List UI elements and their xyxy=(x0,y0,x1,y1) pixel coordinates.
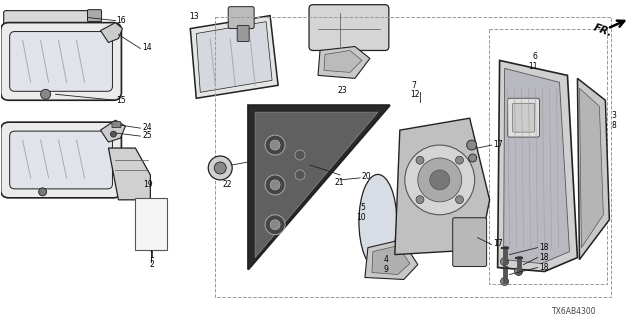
Polygon shape xyxy=(100,23,122,43)
Bar xyxy=(489,29,607,284)
Circle shape xyxy=(270,220,280,230)
FancyBboxPatch shape xyxy=(112,122,121,128)
Circle shape xyxy=(468,154,477,162)
Circle shape xyxy=(270,140,280,150)
FancyBboxPatch shape xyxy=(513,103,534,132)
Text: 22: 22 xyxy=(222,180,232,189)
Circle shape xyxy=(430,170,450,190)
Polygon shape xyxy=(248,105,390,269)
Text: 2: 2 xyxy=(149,260,154,269)
Polygon shape xyxy=(100,120,125,142)
Text: 11: 11 xyxy=(529,62,538,71)
Polygon shape xyxy=(498,60,577,271)
Text: 23: 23 xyxy=(338,86,348,95)
Circle shape xyxy=(208,156,232,180)
Polygon shape xyxy=(504,68,570,264)
FancyBboxPatch shape xyxy=(237,26,249,42)
Text: 1: 1 xyxy=(149,251,154,260)
Circle shape xyxy=(500,258,509,266)
Text: 18: 18 xyxy=(540,243,549,252)
FancyBboxPatch shape xyxy=(309,5,389,51)
Text: 18: 18 xyxy=(540,253,549,262)
Circle shape xyxy=(40,89,51,99)
Circle shape xyxy=(265,175,285,195)
Text: 3: 3 xyxy=(611,111,616,120)
Text: 17: 17 xyxy=(493,239,503,248)
FancyBboxPatch shape xyxy=(10,32,113,91)
Polygon shape xyxy=(395,118,490,255)
Circle shape xyxy=(416,156,424,164)
Circle shape xyxy=(456,156,463,164)
Polygon shape xyxy=(108,148,150,200)
Text: 6: 6 xyxy=(532,52,538,61)
Text: 8: 8 xyxy=(611,121,616,130)
Circle shape xyxy=(265,135,285,155)
Circle shape xyxy=(405,145,475,215)
Polygon shape xyxy=(255,112,378,258)
Text: 19: 19 xyxy=(143,180,153,189)
FancyBboxPatch shape xyxy=(508,98,540,137)
FancyBboxPatch shape xyxy=(10,131,113,189)
Circle shape xyxy=(456,196,463,204)
Circle shape xyxy=(515,268,522,276)
Polygon shape xyxy=(196,22,272,92)
Circle shape xyxy=(467,140,477,150)
Text: FR.: FR. xyxy=(593,22,614,39)
Polygon shape xyxy=(365,240,418,279)
Circle shape xyxy=(270,180,280,190)
Circle shape xyxy=(418,158,461,202)
Circle shape xyxy=(265,215,285,235)
Text: 5: 5 xyxy=(360,203,365,212)
Text: 4: 4 xyxy=(384,255,388,264)
FancyBboxPatch shape xyxy=(88,10,102,22)
Bar xyxy=(214,17,611,297)
Circle shape xyxy=(500,277,509,285)
FancyBboxPatch shape xyxy=(228,7,254,28)
Text: 25: 25 xyxy=(142,131,152,140)
Text: 17: 17 xyxy=(493,140,503,148)
Text: 16: 16 xyxy=(116,16,126,25)
Circle shape xyxy=(111,131,116,137)
Bar xyxy=(136,198,167,250)
Polygon shape xyxy=(318,46,370,78)
FancyBboxPatch shape xyxy=(1,23,122,100)
FancyBboxPatch shape xyxy=(4,11,95,28)
Circle shape xyxy=(295,150,305,160)
Text: 10: 10 xyxy=(356,213,365,222)
Polygon shape xyxy=(577,78,609,260)
Circle shape xyxy=(416,196,424,204)
Text: 7: 7 xyxy=(412,81,417,90)
Circle shape xyxy=(38,188,47,196)
Polygon shape xyxy=(579,88,604,248)
Polygon shape xyxy=(324,51,362,72)
Text: 9: 9 xyxy=(384,265,388,274)
Polygon shape xyxy=(372,246,410,275)
Text: 12: 12 xyxy=(410,90,419,99)
Circle shape xyxy=(214,162,226,174)
Text: 24: 24 xyxy=(142,123,152,132)
Polygon shape xyxy=(190,16,278,98)
Text: 20: 20 xyxy=(362,172,372,181)
Text: 21: 21 xyxy=(335,179,344,188)
Circle shape xyxy=(295,170,305,180)
FancyBboxPatch shape xyxy=(452,218,486,267)
Text: 15: 15 xyxy=(116,96,126,105)
Text: 13: 13 xyxy=(189,12,199,21)
FancyBboxPatch shape xyxy=(1,122,122,198)
Text: TX6AB4300: TX6AB4300 xyxy=(552,307,596,316)
Ellipse shape xyxy=(359,174,397,269)
Text: 14: 14 xyxy=(142,43,152,52)
Text: 18: 18 xyxy=(540,263,549,272)
